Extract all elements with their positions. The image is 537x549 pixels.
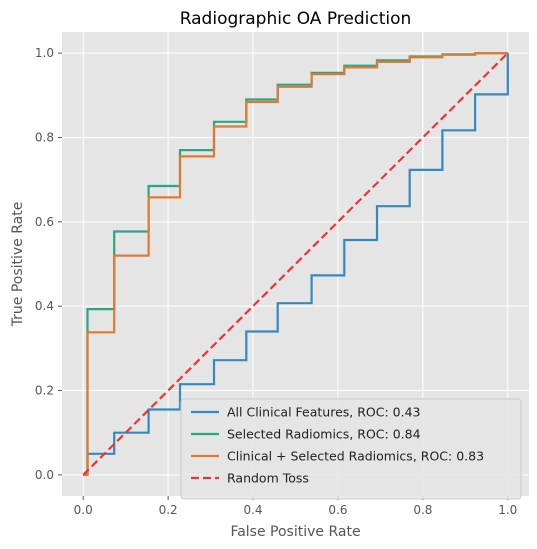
y-tick-label: 0.2	[35, 384, 54, 398]
x-tick-label: 0.6	[328, 503, 347, 517]
series-line-3	[83, 51, 508, 476]
legend-label-1: All Clinical Features, ROC: 0.43	[227, 405, 420, 420]
y-tick-label: 1.0	[35, 46, 54, 60]
y-tick-label: 0.6	[35, 215, 54, 229]
legend-label-3: Clinical + Selected Radiomics, ROC: 0.83	[227, 449, 484, 464]
series-line-1	[83, 53, 509, 476]
series-layer	[82, 51, 509, 476]
legend-box	[180, 398, 522, 500]
legend: All Clinical Features, ROC: 0.43 Selected…	[180, 398, 522, 500]
x-tick-label: 0.8	[413, 503, 432, 517]
series-line-4	[82, 52, 509, 476]
x-axis-ticks: 0.0 0.2 0.4 0.6 0.8 1.0	[74, 496, 517, 517]
x-axis-label: False Positive Rate	[230, 524, 360, 540]
y-axis-label: True Positive Rate	[10, 202, 26, 328]
x-tick-label: 0.2	[159, 503, 178, 517]
y-tick-label: 0.4	[35, 299, 54, 313]
legend-label-4: Random Toss	[227, 471, 309, 486]
y-tick-label: 0.8	[35, 130, 54, 144]
x-tick-label: 0.0	[74, 503, 93, 517]
y-tick-label: 0.0	[35, 468, 54, 482]
x-tick-label: 0.4	[243, 503, 262, 517]
chart-title: Radiographic OA Prediction	[180, 9, 412, 29]
y-axis-ticks: 0.0 0.2 0.4 0.6 0.8 1.0	[35, 46, 62, 482]
x-tick-label: 1.0	[498, 503, 517, 517]
legend-label-2: Selected Radiomics, ROC: 0.84	[227, 427, 421, 442]
